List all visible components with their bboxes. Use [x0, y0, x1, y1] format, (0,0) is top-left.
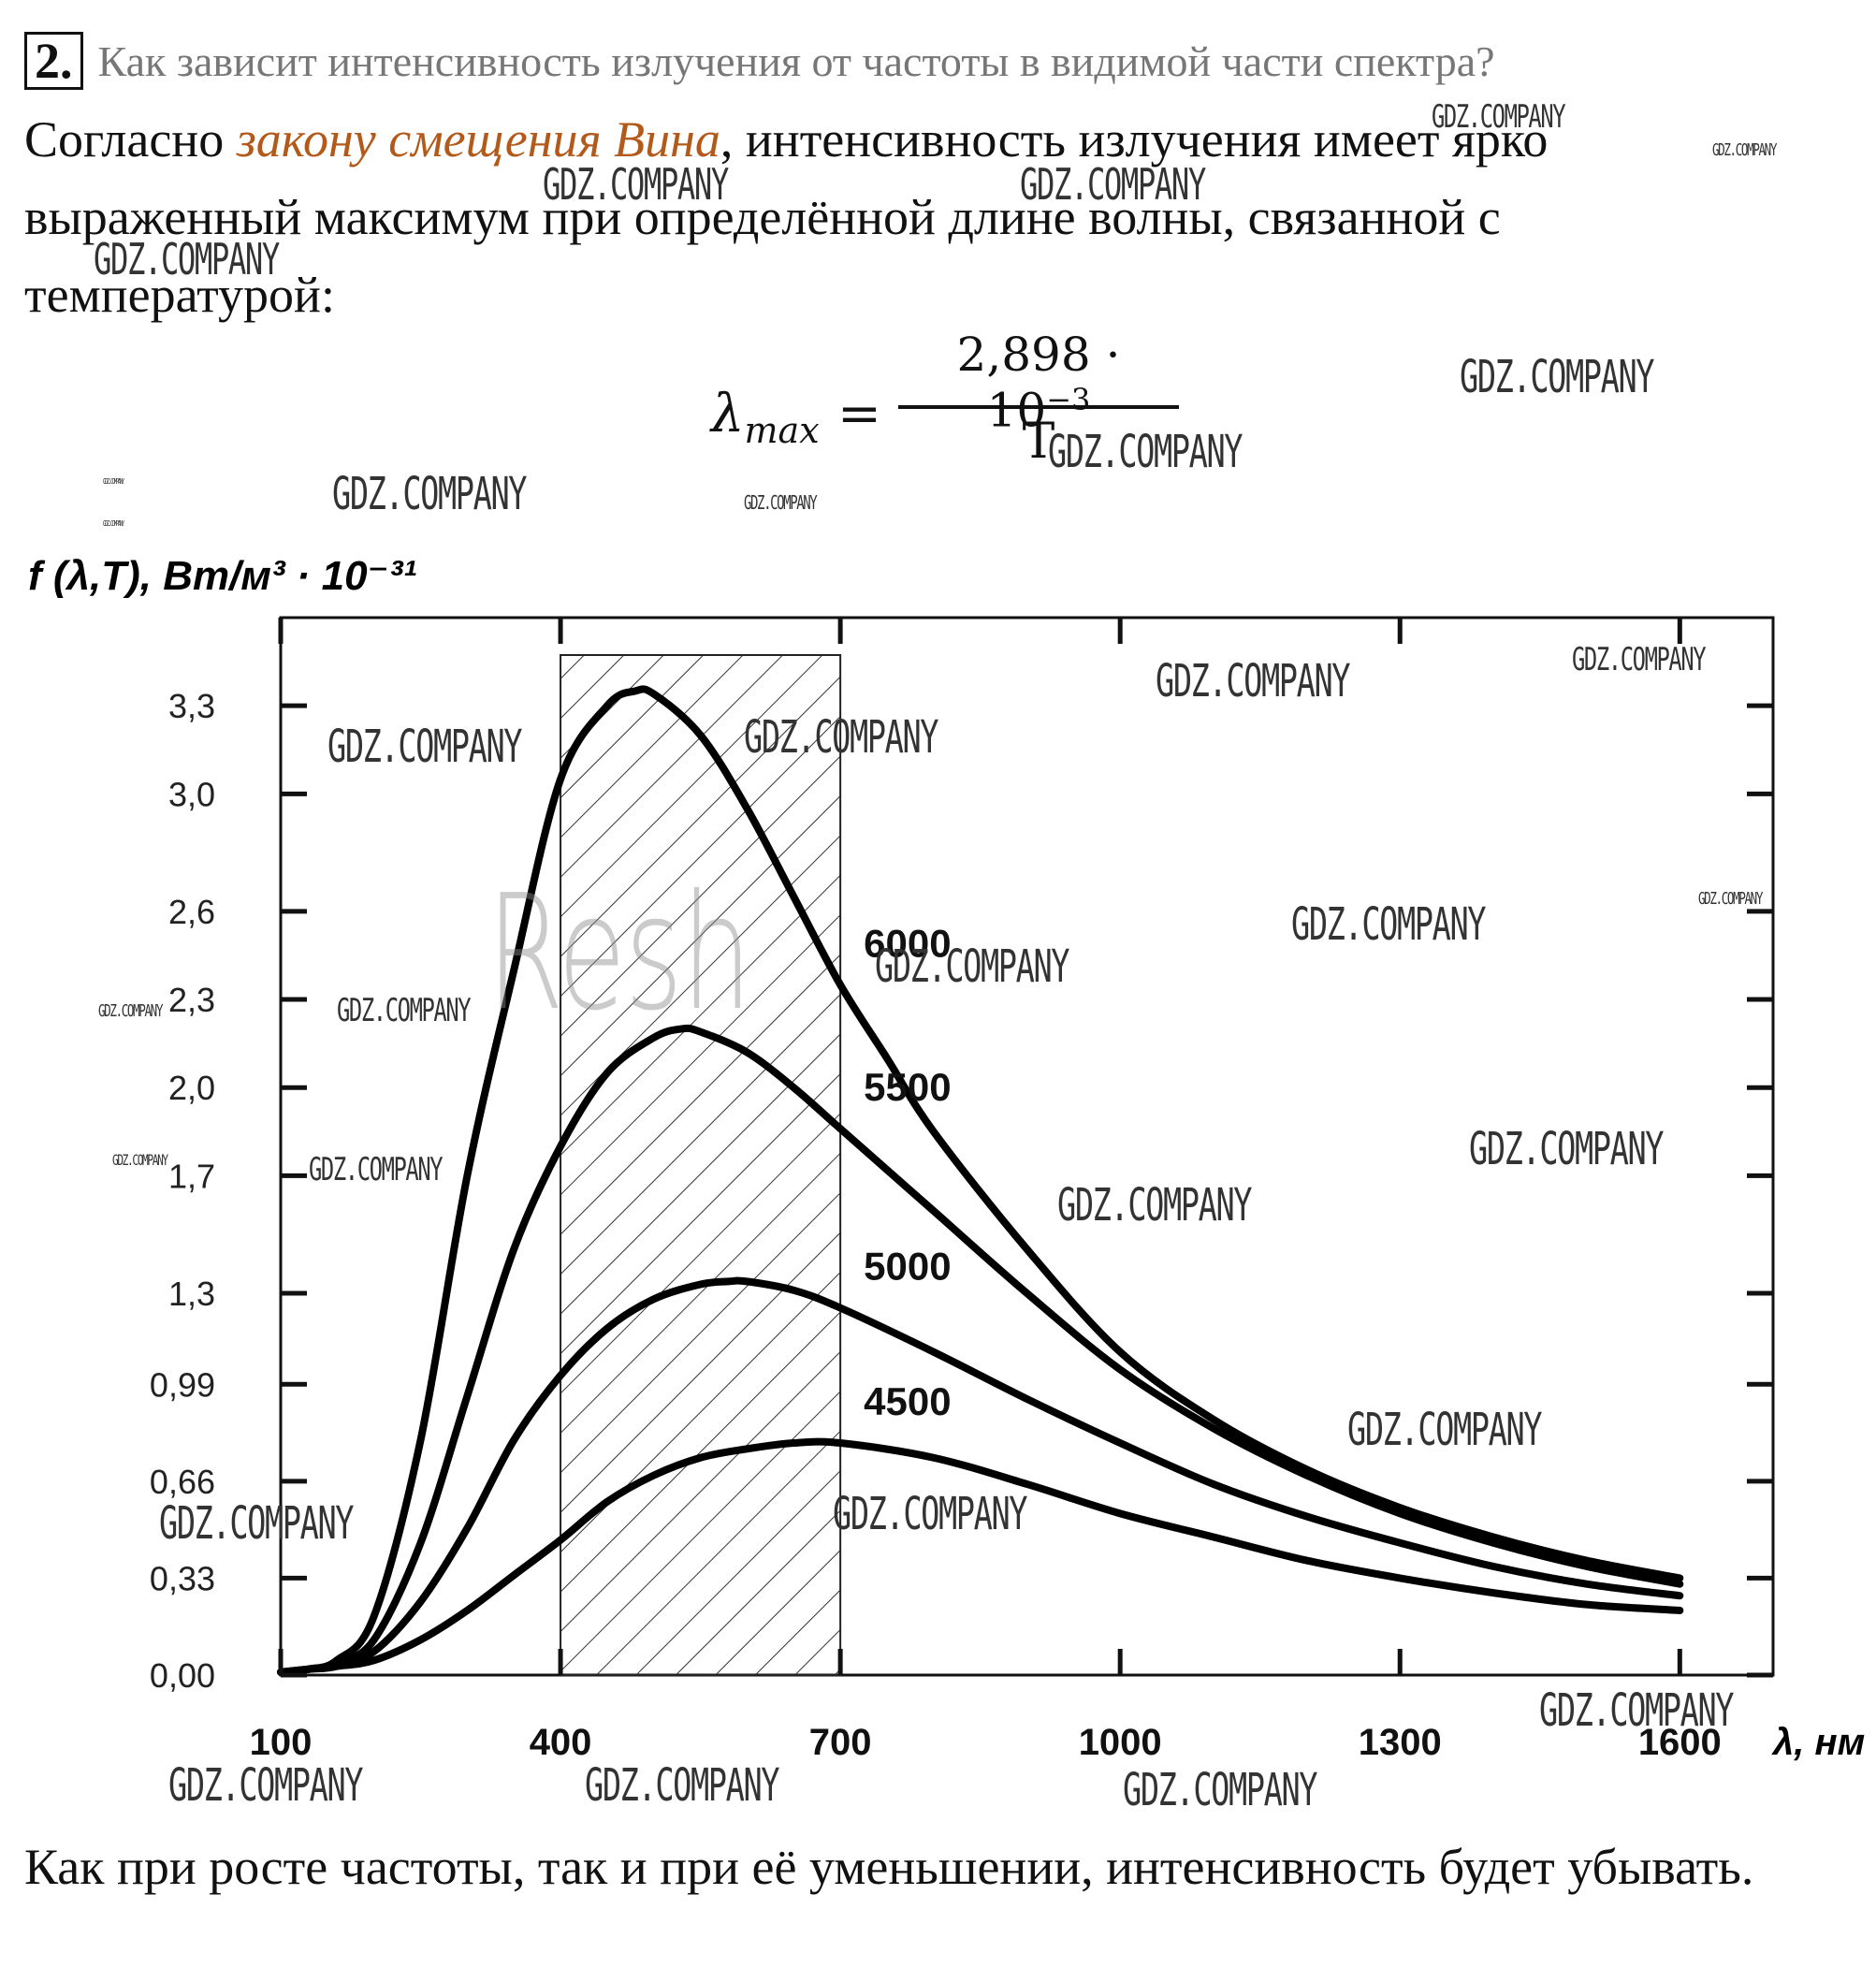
series-label-4500: 4500 — [864, 1379, 951, 1423]
y-tick-label: 0,00 — [150, 1656, 215, 1695]
formula-lhs: λmax — [711, 384, 820, 451]
visible-spectrum-band — [560, 654, 842, 1676]
plot-frame — [279, 616, 1775, 1677]
watermark-text: GDZ.COMPANY — [103, 519, 124, 528]
y-tick-label: 2,0 — [168, 1069, 215, 1107]
formula-lambda: λ — [711, 384, 745, 444]
watermark-text: GDZ.COMPANY — [1057, 1179, 1253, 1231]
formula-numerator-base: 2,898 · 10 — [956, 328, 1121, 438]
y-tick-label: 3,3 — [168, 687, 215, 725]
series-line-6000 — [277, 685, 1684, 1676]
planck-chart: f (λ,T), Вт/м³ · 10⁻³¹ 6000 5500 5000 4500 … — [0, 524, 1876, 1815]
y-tick-label: 0,99 — [150, 1365, 215, 1404]
watermark-text: GDZ.COMPANY — [1460, 351, 1655, 403]
y-axis-label: f (λ,T), Вт/м³ · 10⁻³¹ — [28, 553, 416, 599]
x-tick-label: 400 — [530, 1722, 592, 1763]
watermark-text: GDZ.COMPANY — [309, 1151, 444, 1188]
watermark-text: GDZ.COMPANY — [168, 1759, 364, 1812]
series-label-5000: 5000 — [864, 1245, 951, 1289]
x-tick-label: 100 — [250, 1722, 313, 1763]
x-axis-label: λ, нм — [1771, 1722, 1865, 1763]
question-text: Как зависит интенсивность излучения от ч… — [97, 36, 1495, 85]
answer-text-start: Согласно — [24, 111, 237, 168]
watermark-text: GDZ.COMPANY — [159, 1497, 355, 1550]
wien-formula: λmax = 2,898 · 10−3 T — [711, 328, 1235, 470]
watermark-text: GDZ.COMPANY — [875, 940, 1070, 993]
planck-chart-svg: f (λ,T), Вт/м³ · 10⁻³¹ 6000550050004500 … — [28, 553, 1865, 1763]
formula-fraction-bar — [898, 405, 1179, 409]
watermark-text: GDZ.COMPANY — [1123, 1764, 1318, 1816]
watermark-text: GDZ.COMPANY — [744, 491, 818, 514]
watermark-text: GDZ.COMPANY — [1156, 655, 1351, 707]
formula-numerator: 2,898 · 10−3 — [898, 328, 1179, 438]
watermark-text: GDZ.COMPANY — [1347, 1404, 1543, 1456]
x-tick-label: 700 — [809, 1722, 872, 1763]
answer-paragraph: Согласно закону смещения Вина, интенсивн… — [24, 101, 1802, 334]
series-line-5500 — [277, 1024, 1684, 1676]
watermark-text: GDZ.COMPANY — [327, 721, 523, 773]
watermark-text: GDZ.COMPANY — [1712, 140, 1777, 160]
watermark-text: GDZ.COMPANY — [1572, 641, 1707, 678]
series-label-5500: 5500 — [864, 1065, 951, 1109]
series-label-6000: 6000 — [864, 921, 951, 965]
question-header: 2. Как зависит интенсивность излучения о… — [24, 32, 1495, 90]
watermark-text: GDZ.COMPANY — [94, 234, 280, 284]
watermark-text: GDZ.COMPANY — [744, 711, 939, 764]
wien-law-link[interactable]: закону смещения Вина — [236, 111, 720, 168]
formula-equals: = — [837, 384, 881, 444]
question-number: 2. — [24, 32, 83, 90]
watermark-text: GDZ.COMPANY — [1291, 898, 1487, 951]
y-tick-label: 2,3 — [168, 981, 215, 1019]
watermark-text: GDZ.COMPANY — [112, 1151, 168, 1169]
y-tick-label: 1,3 — [168, 1275, 215, 1313]
watermark-text: GDZ.COMPANY — [833, 1488, 1028, 1540]
x-tick-label: 1000 — [1079, 1722, 1162, 1763]
y-tick-label: 0,33 — [150, 1559, 215, 1597]
x-tick-label: 1600 — [1638, 1722, 1722, 1763]
watermark-text: GDZ.COMPANY — [585, 1759, 780, 1812]
watermark-text: GDZ.COMPANY — [103, 477, 124, 486]
watermark-text: GDZ.COMPANY — [332, 468, 528, 520]
y-tick-label: 3,0 — [168, 775, 215, 813]
watermark-text: GDZ.COMPANY — [1539, 1684, 1735, 1737]
watermark-text: GDZ.COMPANY — [1020, 159, 1206, 210]
y-tick-label: 1,7 — [168, 1157, 215, 1195]
x-tick-label: 1300 — [1359, 1722, 1442, 1763]
formula-lhs-subscript: max — [744, 410, 820, 452]
series-line-4500 — [277, 1437, 1684, 1676]
watermark-text: GDZ.COMPANY — [1432, 98, 1566, 136]
series-line-5000 — [277, 1276, 1684, 1676]
answer-text-end: , интенсивность излучения имеет ярко выр… — [24, 111, 1549, 323]
watermark-text: GDZ.COMPANY — [98, 1001, 163, 1021]
watermark-text: GDZ.COMPANY — [1698, 889, 1763, 909]
watermark-text: GDZ.COMPANY — [1469, 1123, 1665, 1175]
watermark-text: GDZ.COMPANY — [543, 159, 729, 210]
watermark-large: Resh — [487, 861, 752, 1046]
watermark-text: GDZ.COMPANY — [337, 992, 472, 1029]
y-tick-label: 2,6 — [168, 893, 215, 931]
y-tick-label: 0,66 — [150, 1463, 215, 1501]
formula-numerator-exponent: −3 — [1046, 382, 1091, 417]
watermark-text: GDZ.COMPANY — [1048, 426, 1243, 478]
closing-paragraph: Как при росте частоты, так и при её умен… — [24, 1839, 1754, 1895]
formula-denominator: T — [1022, 414, 1055, 470]
